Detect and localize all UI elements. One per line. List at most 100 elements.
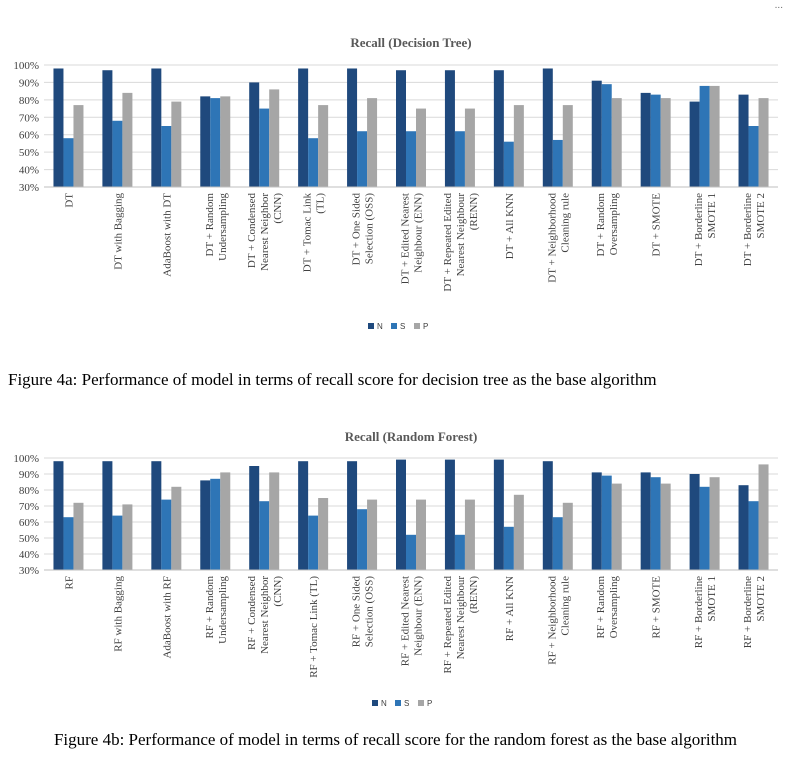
x-category-label-line: Oversampling xyxy=(608,576,620,639)
x-category-label-line: Nearest Neighbor xyxy=(259,193,271,271)
bar-s xyxy=(650,477,661,570)
bar-s xyxy=(748,126,759,187)
bar-p xyxy=(513,105,524,187)
x-category-label-line: (CNN) xyxy=(272,576,284,607)
x-category-label-line: RF + Neighborhood xyxy=(546,576,558,665)
x-category-label: RF + Tomac Link (TL) xyxy=(308,576,320,678)
bar-n xyxy=(102,461,113,570)
legend-label: N xyxy=(377,322,383,331)
legend-swatch-p xyxy=(414,323,420,329)
x-category-label: RF + SMOTE xyxy=(651,576,663,639)
x-category-label-line: DT + Borderline xyxy=(742,193,754,266)
x-category-label-line: DT + Random xyxy=(204,193,216,257)
x-category-label: RF with Bagging xyxy=(112,576,124,652)
bar-s xyxy=(748,501,759,570)
legend-swatch-n xyxy=(368,323,374,329)
bar-p xyxy=(709,85,720,187)
bar-p xyxy=(122,92,133,187)
x-category-label-line: RF + Tomac Link (TL) xyxy=(308,576,320,678)
x-category-label: DT xyxy=(63,193,75,208)
bar-n xyxy=(738,485,749,570)
x-category-label: AdaBoost with DT xyxy=(161,193,173,277)
x-category-label: DT + One SidedSelection (OSS) xyxy=(351,193,376,266)
bar-n xyxy=(640,92,651,187)
bar-s xyxy=(552,517,563,570)
x-category-label-line: RF + Borderline xyxy=(742,576,754,648)
bar-s xyxy=(552,139,563,187)
bar-n xyxy=(102,70,113,187)
bar-p xyxy=(562,502,573,570)
x-category-label-line: Selection (OSS) xyxy=(364,576,376,648)
x-category-label-line: AdaBoost with RF xyxy=(161,576,173,659)
y-tick-label: 80% xyxy=(19,485,39,497)
bar-p xyxy=(758,464,769,570)
y-tick-label: 30% xyxy=(19,565,39,577)
legend-swatch-p xyxy=(418,700,424,706)
x-category-label: DT + Repeated EditedNearest Neighbour(RE… xyxy=(442,193,480,292)
bar-s xyxy=(406,131,416,187)
x-category-label-line: DT xyxy=(63,193,75,208)
x-category-label-line: RF + Random xyxy=(204,576,216,639)
bar-p xyxy=(416,108,426,187)
bar-p xyxy=(220,472,231,570)
x-category-label-line: AdaBoost with DT xyxy=(161,193,173,277)
x-category-label: DT + BorderlineSMOTE 2 xyxy=(742,193,767,266)
bar-s xyxy=(357,131,368,187)
bar-n xyxy=(493,459,504,570)
x-category-label-line: DT + One Sided xyxy=(351,193,363,266)
x-category-label-line: Selection (OSS) xyxy=(364,193,376,265)
bar-p xyxy=(611,483,622,570)
x-category-label: RF + RandomUndersampling xyxy=(204,576,229,644)
bar-s xyxy=(357,509,368,570)
legend-swatch-n xyxy=(372,700,378,706)
bar-n xyxy=(396,70,406,187)
x-category-label-line: Neighbour (ENN) xyxy=(413,576,425,656)
bar-n xyxy=(249,466,260,570)
bar-n xyxy=(347,461,358,570)
legend-swatch-s xyxy=(391,323,397,329)
bar-n xyxy=(493,70,504,187)
bar-p xyxy=(416,499,426,570)
y-tick-label: 70% xyxy=(19,112,39,124)
x-category-label-line: (CNN) xyxy=(272,193,284,224)
x-category-label-line: RF + Repeated Edited xyxy=(442,576,454,674)
bar-p xyxy=(220,96,231,187)
x-category-label-line: Undersampling xyxy=(217,193,229,261)
bar-n xyxy=(53,461,64,570)
x-category-label: RF xyxy=(63,576,75,589)
bar-p xyxy=(513,494,524,570)
x-category-label-line: DT + Neighborhood xyxy=(546,193,558,283)
bar-s xyxy=(454,131,465,187)
bar-n xyxy=(542,68,553,187)
x-category-label-line: SMOTE 2 xyxy=(755,576,767,622)
x-category-label: RF + One SidedSelection (OSS) xyxy=(351,576,376,648)
bar-n xyxy=(298,461,309,570)
figure-4b-caption: Figure 4b: Performance of model in terms… xyxy=(53,730,738,749)
legend-label: P xyxy=(427,699,432,708)
legend-label: P xyxy=(423,322,428,331)
y-tick-label: 80% xyxy=(19,95,39,107)
x-category-label: DT + RandomOversampling xyxy=(595,193,620,257)
x-category-label: DT + CondensedNearest Neighbor(CNN) xyxy=(246,193,284,271)
bar-s xyxy=(503,526,514,570)
x-category-label: AdaBoost with RF xyxy=(161,576,173,659)
x-category-label: DT + All KNN xyxy=(504,193,516,259)
bar-n xyxy=(53,68,64,187)
bar-s xyxy=(112,120,123,187)
y-tick-label: 70% xyxy=(19,501,39,513)
chart-title: Recall (Decision Tree) xyxy=(350,35,471,50)
x-category-label-line: RF xyxy=(63,576,75,589)
x-category-label-line: Cleaning rule xyxy=(559,193,571,253)
bar-p xyxy=(660,483,671,570)
x-category-label-line: SMOTE 1 xyxy=(706,576,718,622)
bar-p xyxy=(611,98,622,187)
x-category-label: DT + SMOTE xyxy=(651,193,663,257)
y-tick-label: 40% xyxy=(19,549,39,561)
figure-4a-caption: Figure 4a: Performance of model in terms… xyxy=(8,370,657,389)
x-category-label: RF + BorderlineSMOTE 2 xyxy=(742,576,767,648)
bar-p xyxy=(709,477,720,570)
x-category-label-line: RF + SMOTE xyxy=(651,576,663,639)
x-category-label-line: Nearest Neighbour xyxy=(455,193,467,277)
x-category-label-line: DT + All KNN xyxy=(504,193,516,259)
x-category-label-line: RF + Random xyxy=(595,576,607,639)
